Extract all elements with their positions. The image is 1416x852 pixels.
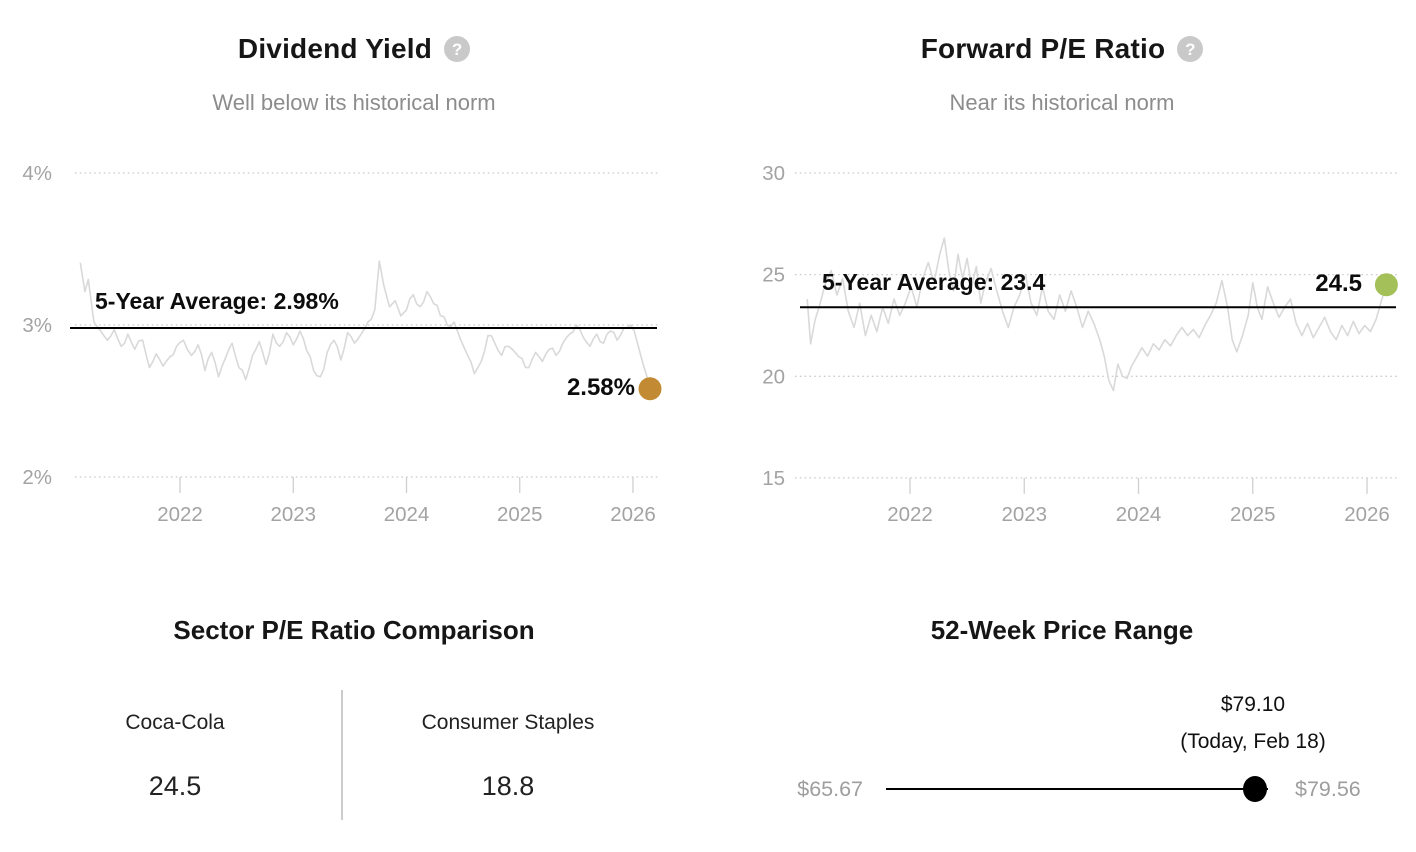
x-tick-label: 2025: [497, 503, 543, 526]
y-tick-label: 4%: [22, 162, 52, 185]
range-low-label: $65.67: [797, 777, 863, 801]
series-line: [806, 237, 1388, 392]
help-icon[interactable]: ?: [1177, 36, 1204, 62]
current-value-dot: [638, 377, 662, 401]
price-range-title: 52-Week Price Range: [930, 615, 1194, 645]
x-tick-label: 2023: [270, 503, 316, 526]
range-high-label: $79.56: [1295, 777, 1361, 801]
price-range-panel: 52-Week Price Range $79.10 (Today, Feb 1…: [708, 560, 1416, 852]
dividend-chart-subtitle: Well below its historical norm: [212, 90, 496, 115]
company-column-label: Coca-Cola: [125, 711, 225, 734]
pe-chart-title: Forward P/E Ratio: [920, 33, 1166, 64]
x-tick-label: 2025: [1230, 503, 1276, 526]
sector-pe-value: 18.8: [481, 771, 535, 801]
y-tick-label: 15: [762, 467, 785, 490]
x-tick-label: 2026: [1344, 503, 1390, 526]
y-tick-label: 30: [762, 162, 785, 185]
y-tick-label: 2%: [22, 466, 52, 489]
y-tick-label: 3%: [22, 314, 52, 337]
current-value-dot: [1374, 273, 1398, 297]
company-pe-value: 24.5: [148, 771, 202, 801]
dividend-chart-title: Dividend Yield: [237, 33, 433, 64]
x-tick-label: 2023: [1001, 503, 1047, 526]
column-divider: [341, 690, 343, 820]
pe-average-annotation: 5-Year Average: 23.4: [822, 269, 1046, 295]
x-tick-label: 2026: [610, 503, 656, 526]
sector-column-label: Consumer Staples: [421, 711, 595, 734]
sector-comparison-panel: Sector P/E Ratio Comparison Coca-Cola 24…: [0, 560, 708, 852]
x-tick-label: 2022: [157, 503, 203, 526]
series-line: [79, 260, 651, 389]
pe-current-value-label: 24.5: [1315, 270, 1362, 297]
x-tick-label: 2024: [1116, 503, 1162, 526]
dividend-yield-panel: Dividend Yield ? Well below its historic…: [0, 0, 708, 560]
current-price-dot: [1243, 776, 1267, 802]
question-mark-glyph: ?: [1185, 39, 1196, 59]
forward-pe-chart[interactable]: 30 25 20 15 2022 2023 2024 2025 2026: [708, 0, 1416, 560]
dividend-yield-chart[interactable]: 4% 3% 2% 2022 2023 2024 2025 2026: [0, 0, 708, 560]
pe-title-row: Forward P/E Ratio ?: [708, 30, 1416, 68]
pe-chart-subtitle: Near its historical norm: [949, 90, 1175, 115]
current-price-label: $79.10: [1220, 693, 1286, 716]
x-tick-label: 2024: [384, 503, 430, 526]
question-mark-glyph: ?: [451, 39, 463, 59]
x-tick-label: 2022: [887, 503, 933, 526]
help-icon[interactable]: ?: [444, 36, 471, 62]
dividend-average-annotation: 5-Year Average: 2.98%: [95, 288, 339, 314]
dividend-title-row: Dividend Yield ?: [0, 30, 708, 68]
forward-pe-panel: Forward P/E Ratio ? Near its historical …: [708, 0, 1416, 560]
y-tick-label: 20: [762, 365, 785, 388]
sector-comparison-title: Sector P/E Ratio Comparison: [173, 615, 535, 645]
price-range-track: [886, 788, 1268, 790]
y-tick-label: 25: [762, 264, 785, 287]
current-price-date: (Today, Feb 18): [1180, 730, 1326, 753]
dividend-current-value-label: 2.58%: [566, 374, 635, 401]
